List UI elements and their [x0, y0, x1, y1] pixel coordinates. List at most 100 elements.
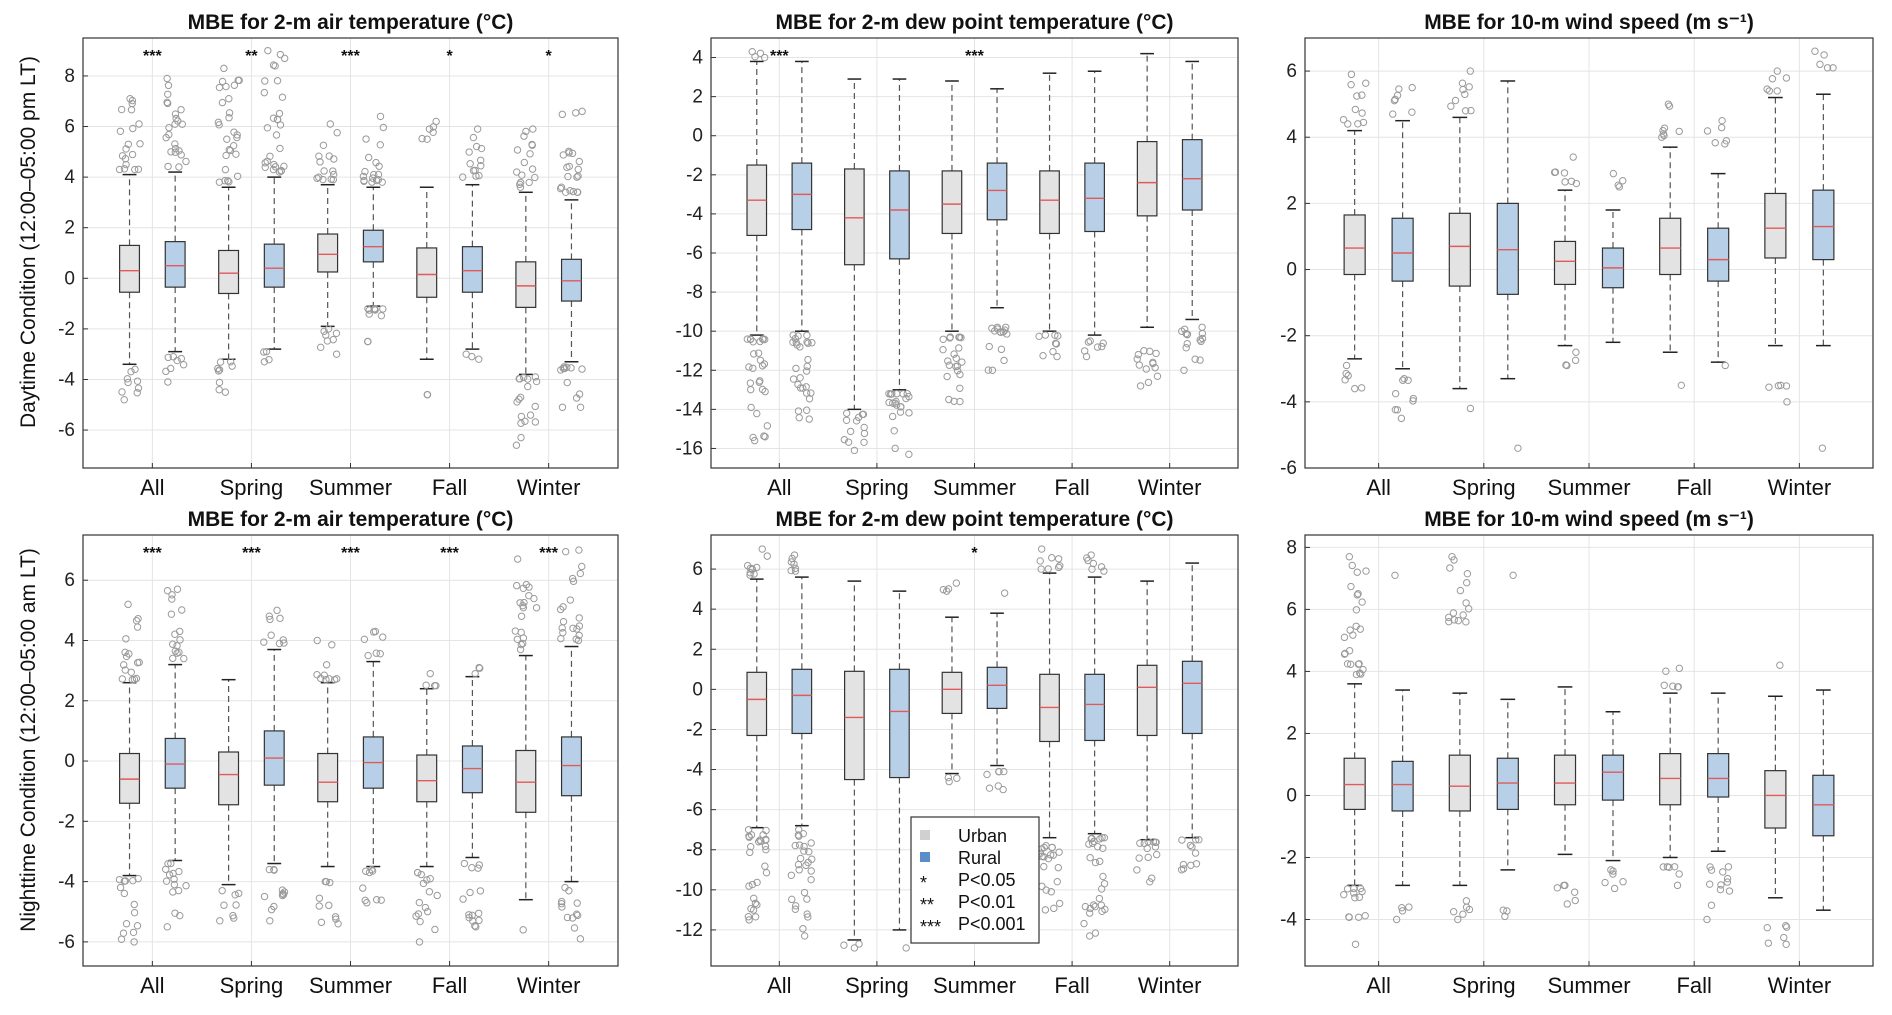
outlier-point: [762, 869, 771, 877]
y-tick-label: -12: [676, 360, 703, 381]
outlier-point: [215, 366, 224, 374]
outlier-point: [1152, 838, 1160, 846]
box-rural-all: [791, 162, 813, 231]
x-tick-label: Spring: [845, 973, 909, 998]
outlier-point: [313, 636, 321, 645]
outlier-point: [795, 841, 804, 849]
outlier-point: [221, 177, 229, 185]
box-urban-fall: [1659, 217, 1682, 276]
outlier-point: [322, 878, 330, 886]
outlier-point: [524, 382, 532, 391]
outlier-point: [528, 141, 536, 149]
outlier-point: [1350, 889, 1358, 897]
outlier-point: [576, 935, 585, 943]
outlier-point: [1391, 95, 1399, 104]
outlier-point: [269, 114, 278, 122]
outlier-point: [578, 107, 586, 116]
outlier-point: [512, 441, 521, 449]
outlier-point: [1001, 326, 1009, 334]
outlier-point: [325, 675, 333, 683]
outlier-point: [119, 929, 128, 937]
outlier-point: [745, 832, 753, 840]
outlier-point: [372, 176, 381, 185]
outlier-point: [171, 110, 180, 118]
y-tick-label: 6: [692, 559, 703, 580]
outlier-point: [279, 636, 287, 644]
outlier-point: [371, 306, 379, 314]
outlier-point: [177, 105, 185, 114]
y-tick-label: 4: [64, 630, 75, 651]
outlier-point: [888, 390, 896, 398]
outlier-point: [1035, 332, 1043, 341]
outlier-point: [1829, 64, 1837, 72]
outlier-point: [891, 444, 899, 453]
outlier-point: [763, 422, 772, 430]
outlier-point: [559, 151, 568, 159]
outlier-point: [854, 413, 863, 422]
outlier-point: [1571, 356, 1580, 365]
outlier-point: [1096, 857, 1104, 866]
outlier-point: [129, 124, 137, 133]
outlier-point: [1614, 181, 1622, 189]
box-rural-summer: [986, 666, 1008, 710]
outlier-point: [315, 894, 324, 902]
outlier-point: [1085, 909, 1094, 917]
outlier-point: [1085, 932, 1094, 940]
outlier-point: [1198, 329, 1207, 338]
outlier-point: [1677, 381, 1686, 390]
outlier-point: [559, 617, 568, 626]
y-tick-label: 0: [692, 679, 703, 700]
outlier-point: [1054, 555, 1063, 563]
outlier-point: [1405, 903, 1413, 911]
box-rural-spring: [1496, 202, 1519, 295]
outlier-point: [520, 598, 528, 607]
outlier-point: [1351, 894, 1359, 902]
outlier-point: [1353, 591, 1362, 599]
outlier-point: [173, 642, 181, 650]
chart-title: MBE for 2-m air temperature (°C): [188, 508, 514, 531]
plot-frame: [1304, 37, 1874, 469]
outlier-point: [379, 305, 387, 313]
outlier-point: [800, 842, 808, 851]
outlier-point: [118, 388, 126, 396]
outlier-point: [800, 847, 808, 855]
outlier-point: [578, 365, 586, 373]
outlier-point: [1340, 890, 1348, 899]
outlier-point: [1135, 361, 1144, 369]
chart-panel-night-air-temp: MBE for 2-m air temperature (°C) -6 -4 -2 0 2…: [58, 508, 619, 998]
chart-title: MBE for 10-m wind speed (m s⁻¹): [1424, 11, 1754, 34]
outlier-point: [423, 907, 432, 916]
outlier-point: [892, 401, 901, 409]
outlier-point: [315, 902, 323, 910]
outlier-point: [799, 384, 807, 392]
y-tick-label: 2: [64, 691, 75, 712]
outlier-point: [133, 389, 141, 397]
outlier-point: [1447, 102, 1455, 110]
y-tick-label: 6: [1286, 61, 1297, 82]
row-label-nighttime: Nighttime Condition (12:00–05:00 am LT): [17, 548, 40, 932]
outlier-point: [121, 877, 130, 885]
outlier-point: [796, 374, 804, 382]
outlier-point: [761, 862, 769, 870]
outlier-point: [372, 158, 380, 167]
outlier-point: [473, 125, 482, 133]
outlier-point: [1393, 91, 1402, 100]
outlier-point: [1047, 888, 1055, 896]
outlier-point: [1343, 660, 1352, 668]
outlier-point: [133, 922, 142, 930]
outlier-point: [1096, 835, 1104, 843]
outlier-point: [1196, 356, 1204, 364]
x-tick-label: All: [767, 475, 791, 500]
x-tick-label: Fall: [432, 475, 467, 500]
outlier-point: [522, 127, 530, 136]
outlier-point: [129, 876, 137, 885]
outlier-point: [1080, 347, 1089, 355]
y-tick-label: 4: [1286, 127, 1297, 148]
outlier-point: [1569, 153, 1577, 161]
outlier-point: [1344, 371, 1352, 380]
chart-panel-day-air-temp: MBE for 2-m air temperature (°C) -6 -4 -2 0 2…: [58, 11, 619, 500]
box-rural-fall: [461, 745, 483, 794]
outlier-point: [1340, 633, 1349, 642]
outlier-point: [1459, 910, 1467, 918]
outlier-point: [1670, 863, 1679, 871]
